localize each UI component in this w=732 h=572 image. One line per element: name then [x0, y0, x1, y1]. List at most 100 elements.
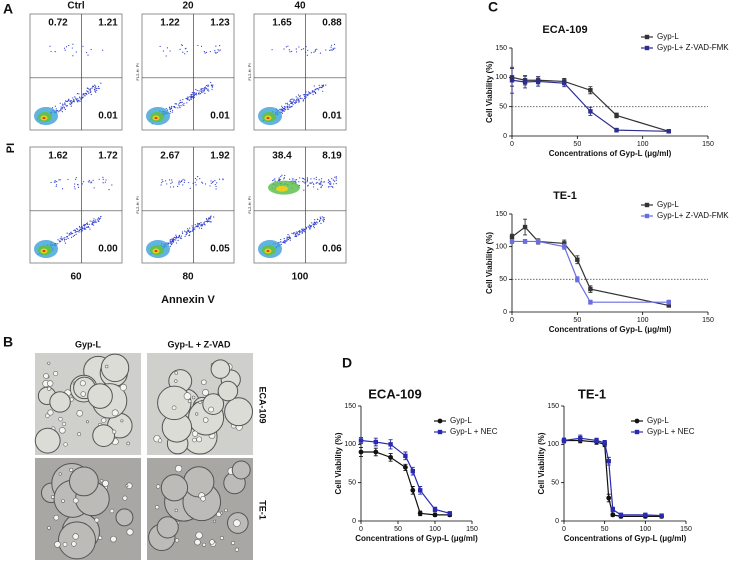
event-dot — [188, 181, 190, 184]
event-dot — [86, 90, 88, 92]
event-dot — [286, 106, 289, 108]
event-dot — [86, 222, 89, 224]
event-dot — [314, 49, 317, 51]
event-dot — [50, 50, 52, 53]
event-dot — [95, 87, 97, 90]
x-tick-label: 150 — [466, 526, 478, 533]
vesicle — [231, 541, 236, 545]
event-dot — [287, 234, 289, 236]
event-dot — [70, 103, 72, 105]
event-dot — [292, 101, 294, 104]
event-dot — [51, 107, 54, 109]
event-dot — [302, 177, 305, 180]
event-dot — [74, 178, 77, 180]
event-dot — [211, 181, 214, 184]
y-axis-label: Cell Viability (%) — [485, 232, 494, 294]
event-dot — [171, 243, 173, 245]
event-dot — [288, 235, 291, 237]
vesicle — [209, 539, 215, 545]
event-dot — [304, 96, 306, 98]
event-dot — [91, 223, 93, 225]
chart-title: TE-1 — [553, 190, 577, 202]
event-dot — [200, 93, 202, 95]
event-dot — [332, 186, 334, 189]
event-dot — [328, 186, 330, 188]
event-dot — [209, 221, 211, 223]
vesicle — [157, 438, 163, 443]
event-dot — [277, 179, 280, 182]
event-dot — [92, 85, 95, 88]
event-dot — [307, 94, 309, 97]
event-dot — [63, 240, 66, 242]
event-dot — [303, 230, 305, 232]
flow-x-label: Annexin V — [161, 294, 215, 306]
event-dot — [314, 219, 316, 221]
vesicle — [187, 399, 192, 404]
event-dot — [72, 97, 74, 99]
event-dot — [96, 89, 98, 91]
cell — [157, 385, 192, 421]
event-dot — [308, 226, 310, 228]
event-dot — [95, 85, 97, 87]
y-tick-label: 100 — [495, 244, 507, 251]
event-dot — [184, 48, 186, 50]
data-point — [535, 79, 541, 84]
event-dot — [334, 180, 336, 182]
event-dot — [286, 239, 288, 241]
event-dot — [297, 230, 299, 232]
event-dot — [182, 184, 184, 186]
panel-label: A — [3, 1, 13, 17]
event-dot — [182, 51, 184, 53]
event-dot — [65, 100, 67, 102]
event-dot — [283, 110, 285, 112]
vesicle — [58, 472, 62, 476]
event-dot — [295, 234, 297, 236]
event-dot — [177, 107, 179, 109]
event-dot — [76, 228, 79, 230]
x-tick-label: 100 — [639, 526, 651, 533]
event-dot — [172, 241, 175, 243]
quadrant-value: 0.05 — [210, 244, 230, 255]
event-dot — [87, 225, 89, 228]
event-dot — [57, 239, 59, 241]
vesicle — [58, 417, 63, 422]
vesicle — [202, 417, 209, 423]
event-dot — [171, 179, 173, 181]
event-dot — [76, 100, 78, 102]
event-dot — [312, 186, 315, 188]
event-dot — [66, 236, 68, 238]
event-dot — [178, 105, 181, 107]
event-dot — [89, 220, 91, 222]
event-dot — [205, 51, 208, 53]
event-dot — [82, 45, 84, 47]
event-dot — [318, 179, 320, 181]
event-dot — [97, 220, 99, 222]
event-dot — [160, 184, 162, 186]
data-point — [562, 244, 567, 249]
vesicle — [174, 371, 178, 375]
event-dot — [86, 226, 89, 228]
x-tick-label: 150 — [702, 141, 714, 148]
event-dot — [195, 94, 198, 96]
event-dot — [73, 186, 76, 188]
event-dot — [272, 180, 274, 182]
quadrant-value: 0.01 — [322, 111, 342, 122]
data-point — [522, 239, 528, 244]
event-dot — [50, 181, 52, 184]
event-dot — [332, 47, 334, 50]
event-dot — [313, 222, 315, 224]
event-dot — [55, 185, 57, 188]
x-tick-label: 0 — [562, 526, 566, 533]
event-dot — [317, 188, 319, 190]
condition-label: Ctrl — [67, 1, 84, 12]
data-point — [606, 459, 611, 464]
event-dot — [184, 230, 186, 232]
condition-label: 100 — [292, 272, 309, 283]
event-dot — [63, 238, 66, 240]
event-dot — [170, 241, 172, 243]
event-dot — [93, 218, 95, 220]
data-point — [588, 88, 593, 93]
x-tick-label: 100 — [429, 526, 441, 533]
column-label: Gyp-L + Z-VAD — [168, 339, 231, 349]
event-dot — [315, 92, 317, 95]
